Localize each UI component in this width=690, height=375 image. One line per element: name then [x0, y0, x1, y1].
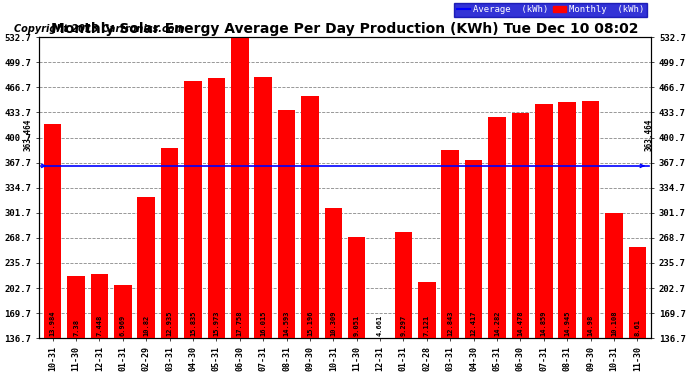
Text: 7.38: 7.38	[73, 319, 79, 336]
Bar	[301, 96, 319, 338]
Text: 15.196: 15.196	[307, 310, 313, 336]
Text: 14.593: 14.593	[284, 310, 290, 336]
Bar	[582, 101, 600, 338]
Text: 14.282: 14.282	[494, 310, 500, 336]
Bar	[395, 232, 412, 338]
Text: 10.108: 10.108	[611, 310, 617, 336]
Text: 12.417: 12.417	[471, 310, 477, 336]
Bar	[558, 102, 576, 338]
Bar	[324, 209, 342, 338]
Text: 4.661: 4.661	[377, 315, 383, 336]
Text: 14.98: 14.98	[587, 315, 593, 336]
Bar	[90, 274, 108, 338]
Text: 8.61: 8.61	[634, 319, 640, 336]
Bar	[161, 148, 179, 338]
Bar	[605, 213, 622, 338]
Text: 6.969: 6.969	[120, 315, 126, 336]
Bar	[278, 110, 295, 338]
Bar	[137, 196, 155, 338]
Text: 10.82: 10.82	[144, 315, 149, 336]
Text: 14.945: 14.945	[564, 310, 570, 336]
Bar	[511, 112, 529, 338]
Text: 7.121: 7.121	[424, 315, 430, 336]
Text: 17.758: 17.758	[237, 310, 243, 336]
Text: 14.859: 14.859	[541, 310, 546, 336]
Bar	[442, 150, 459, 338]
Bar	[348, 237, 366, 338]
Text: 363.464: 363.464	[644, 118, 653, 151]
Text: 10.309: 10.309	[331, 310, 336, 336]
Text: 12.843: 12.843	[447, 310, 453, 336]
Bar	[465, 160, 482, 338]
Text: 9.297: 9.297	[400, 315, 406, 336]
Bar	[44, 124, 61, 338]
Bar	[629, 248, 646, 338]
Bar	[208, 78, 225, 338]
Text: 9.051: 9.051	[354, 315, 359, 336]
Bar	[535, 104, 553, 338]
Bar	[231, 37, 248, 338]
Text: 13.984: 13.984	[50, 310, 56, 336]
Text: 16.015: 16.015	[260, 310, 266, 336]
Bar	[489, 117, 506, 338]
Text: Copyright 2013 Cartronics.com: Copyright 2013 Cartronics.com	[14, 24, 184, 34]
Bar	[68, 276, 85, 338]
Bar	[184, 81, 201, 338]
Legend: Average  (kWh), Monthly  (kWh): Average (kWh), Monthly (kWh)	[454, 3, 647, 17]
Title: Monthly Solar Energy Average Per Day Production (KWh) Tue Dec 10 08:02: Monthly Solar Energy Average Per Day Pro…	[51, 22, 639, 36]
Bar	[114, 285, 132, 338]
Text: 15.835: 15.835	[190, 310, 196, 336]
Bar	[255, 77, 272, 338]
Bar	[418, 282, 435, 338]
Text: 12.935: 12.935	[166, 310, 172, 336]
Text: 14.478: 14.478	[518, 310, 524, 336]
Text: 15.973: 15.973	[213, 310, 219, 336]
Text: 7.448: 7.448	[97, 315, 103, 336]
Text: 363.464: 363.464	[23, 118, 32, 151]
